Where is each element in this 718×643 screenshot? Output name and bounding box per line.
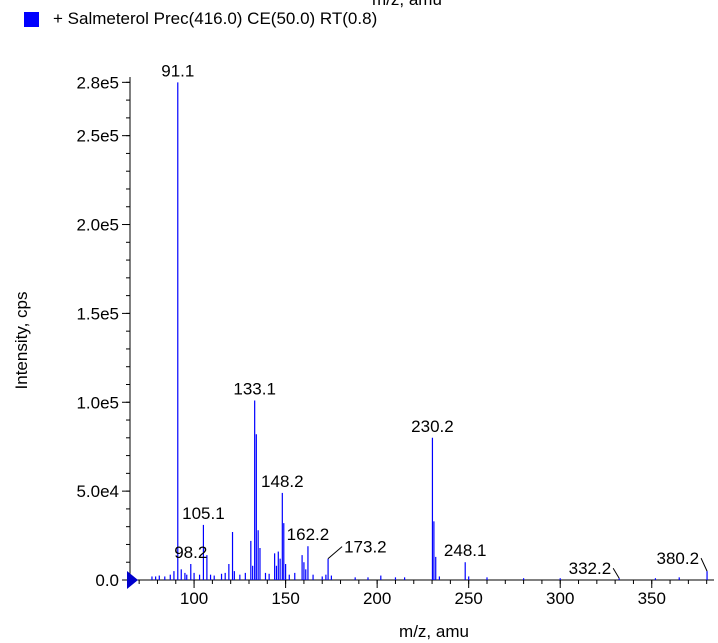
peak-label: 162.2 xyxy=(287,525,330,544)
peak-label: 248.1 xyxy=(444,541,487,560)
x-tick-label: 300 xyxy=(546,589,574,608)
peak-label: 332.2 xyxy=(569,559,612,578)
y-tick-label: 1.0e5 xyxy=(76,393,119,412)
x-tick-label: 200 xyxy=(363,589,391,608)
legend-label: + Salmeterol Prec(416.0) CE(50.0) RT(0.8… xyxy=(53,9,378,28)
chart-title-fragment: m/z, amu xyxy=(372,0,442,10)
peak-label: 230.2 xyxy=(411,417,454,436)
x-tick-label: 150 xyxy=(271,589,299,608)
peak-label: 133.1 xyxy=(233,379,276,398)
baseline-marker xyxy=(127,571,138,589)
y-tick-label: 0.0 xyxy=(95,571,119,590)
peak-label: 173.2 xyxy=(344,538,387,557)
peak-label: 98.2 xyxy=(174,543,207,562)
peak-label: 380.2 xyxy=(656,549,699,568)
peak-leader-line xyxy=(327,546,343,560)
x-tick-label: 100 xyxy=(180,589,208,608)
y-tick-label: 1.5e5 xyxy=(76,304,119,323)
x-tick-label: 250 xyxy=(454,589,482,608)
peak-label: 91.1 xyxy=(161,61,194,80)
peak-leader-line xyxy=(612,567,620,579)
y-tick-label: 2.0e5 xyxy=(76,216,119,235)
peak-label: 148.2 xyxy=(261,472,304,491)
peak-label: 105.1 xyxy=(182,504,225,523)
peak-leader-line xyxy=(700,557,708,572)
y-tick-label: 2.8e5 xyxy=(76,73,119,92)
x-tick-label: 350 xyxy=(638,589,666,608)
y-tick-label: 2.5e5 xyxy=(76,127,119,146)
x-axis-title: m/z, amu xyxy=(399,622,469,641)
y-tick-label: 5.0e4 xyxy=(76,482,119,501)
legend-swatch xyxy=(24,11,39,27)
y-axis-title: Intensity, cps xyxy=(12,292,31,390)
legend: + Salmeterol Prec(416.0) CE(50.0) RT(0.8… xyxy=(24,9,377,29)
